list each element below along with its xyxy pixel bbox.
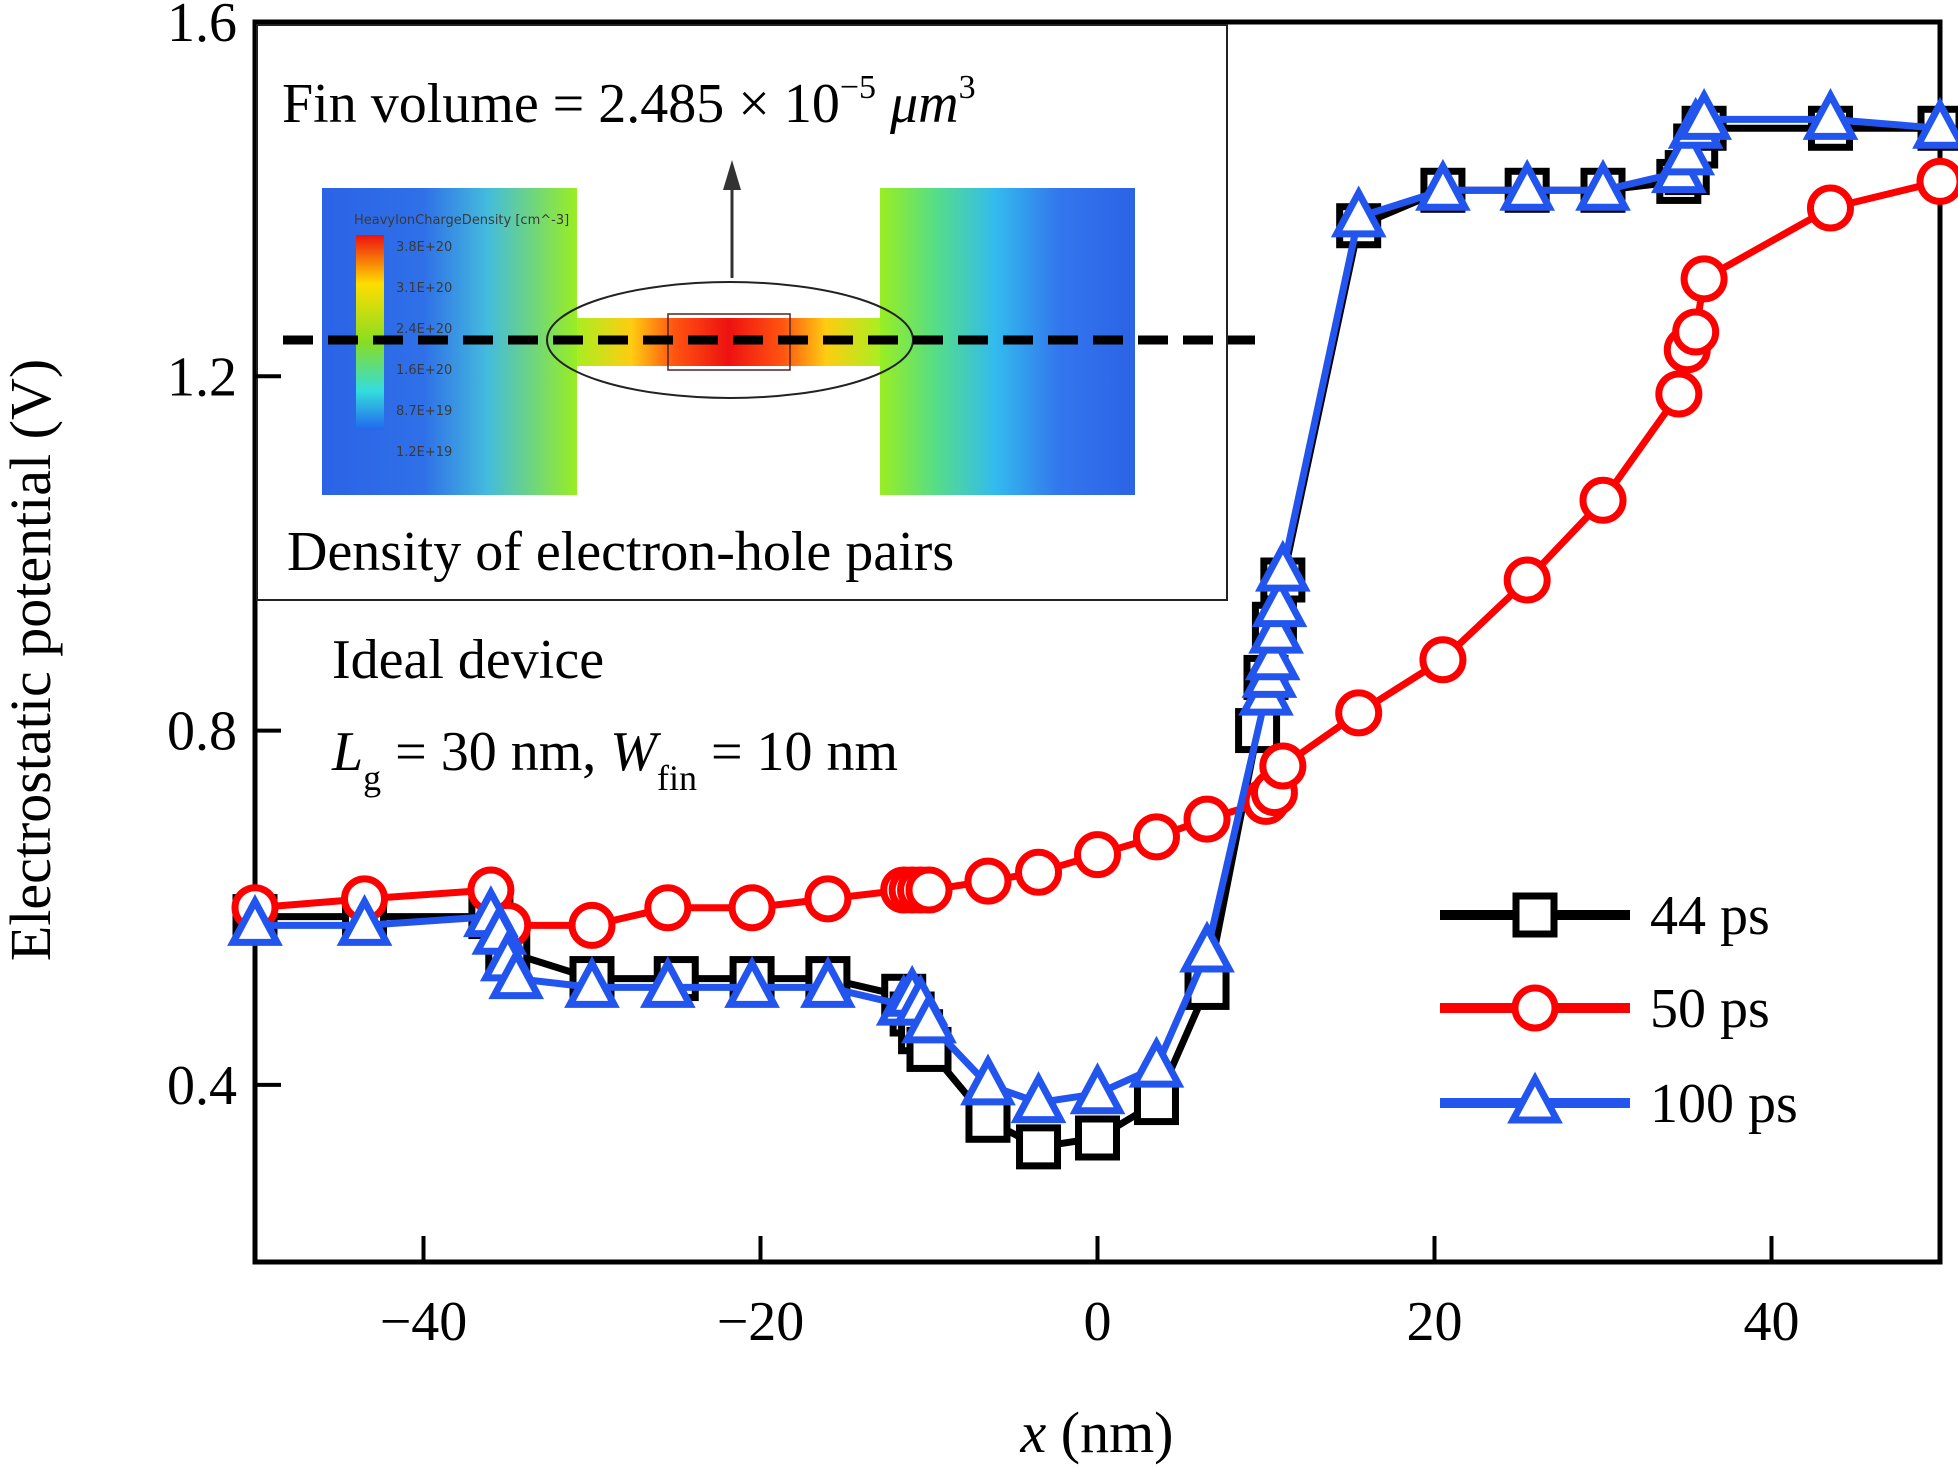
data-point-100-ps [1244, 628, 1301, 681]
legend-item-100-ps: 100 ps [1440, 1071, 1798, 1135]
data-point-100-ps [724, 956, 780, 1008]
legend-label: 44 ps [1650, 885, 1770, 947]
data-point-100-ps [1010, 1071, 1067, 1124]
data-point-100-ps [1254, 539, 1311, 592]
device-label: Ideal device [332, 629, 604, 691]
data-point-44-ps [1016, 1124, 1062, 1170]
legend: 44 ps 50 ps 100 ps [1440, 885, 1798, 1135]
legend-marker [1511, 984, 1559, 1032]
x-tick-label: −40 [380, 1291, 468, 1353]
y-tick-label: 0.8 [167, 701, 237, 763]
data-point-50-ps [1655, 370, 1703, 418]
data-point-100-ps [564, 956, 620, 1008]
data-point-100-ps [1499, 158, 1556, 211]
series-50-ps [231, 157, 1958, 949]
data-point-100-ps [1330, 185, 1387, 238]
colorbar-tick: 3.1E+20 [396, 281, 452, 296]
data-point-100-ps [488, 947, 545, 1000]
inset-arrow-head [723, 160, 741, 190]
data-point-50-ps [1132, 813, 1180, 861]
x-tick-label: 40 [1744, 1291, 1800, 1353]
data-point-100-ps [1802, 88, 1859, 140]
inset-caption: Density of electron-hole pairs [287, 521, 954, 583]
data-point-100-ps [1128, 1035, 1185, 1088]
data-point-100-ps [1179, 920, 1235, 973]
data-point-100-ps [1659, 123, 1716, 176]
data-point-100-ps [800, 956, 856, 1008]
data-point-100-ps [1415, 158, 1471, 211]
data-point-50-ps [1074, 831, 1121, 879]
data-point-100-ps [639, 956, 696, 1008]
inset-title: Fin volume = 2.485 × 10−5 μm3 [282, 69, 976, 135]
x-tick-label: 0 [1084, 1291, 1112, 1353]
data-point-100-ps [1248, 601, 1304, 654]
legend-marker [1507, 1071, 1563, 1124]
colorbar-tick: 1.2E+19 [396, 445, 452, 460]
x-tick-label: 20 [1407, 1291, 1463, 1353]
y-tick-label: 1.2 [167, 346, 237, 408]
colorbar [356, 235, 384, 430]
colorbar-tick: 3.8E+20 [396, 240, 452, 255]
data-point-50-ps [1579, 476, 1627, 524]
legend-label: 50 ps [1650, 978, 1770, 1040]
data-point-50-ps [1183, 795, 1231, 843]
data-point-50-ps [804, 875, 852, 923]
data-point-44-ps [1075, 1115, 1120, 1161]
y-tick-label: 1.6 [167, 0, 237, 54]
x-axis-label: x (nm) [1020, 1400, 1174, 1465]
y-tick-label: 0.4 [167, 1055, 237, 1117]
data-point-100-ps [1676, 88, 1732, 140]
data-point-50-ps [1335, 689, 1383, 737]
data-point-50-ps [1672, 308, 1720, 356]
data-point-100-ps [901, 991, 957, 1044]
data-point-50-ps [905, 866, 953, 914]
legend-item-50-ps: 50 ps [1440, 978, 1770, 1040]
data-point-50-ps [644, 884, 692, 932]
x-tick-label: −20 [717, 1291, 805, 1353]
series-100-ps [227, 88, 1958, 1124]
data-point-100-ps [1251, 575, 1308, 628]
colorbar-tick: 1.6E+20 [396, 363, 452, 378]
data-point-50-ps [964, 857, 1012, 905]
data-point-50-ps [1015, 848, 1063, 896]
colorbar-title: HeavyIonChargeDensity [cm^-3] [354, 213, 569, 228]
device-params: Lg = 30 nm, Wfin = 10 nm [331, 721, 898, 798]
y-axis: 0.4 0.8 1.2 1.6 [167, 0, 281, 1117]
series-layer [227, 88, 1958, 1170]
data-point-50-ps [568, 901, 616, 949]
data-point-100-ps [1069, 1062, 1126, 1115]
data-point-100-ps [1575, 158, 1631, 211]
data-point-44-ps [965, 1097, 1011, 1143]
data-point-100-ps [227, 894, 283, 946]
x-axis: −40 −20 0 20 40 [380, 1236, 1800, 1353]
data-point-50-ps [1916, 157, 1958, 205]
legend-label: 100 ps [1650, 1073, 1798, 1135]
data-point-44-ps [1133, 1080, 1179, 1126]
data-point-50-ps [1259, 742, 1307, 790]
data-point-50-ps [1419, 636, 1467, 684]
data-point-50-ps [1503, 556, 1551, 604]
data-point-100-ps [1912, 96, 1958, 149]
data-point-50-ps [728, 884, 776, 932]
data-point-50-ps [1680, 255, 1728, 303]
legend-item-44-ps: 44 ps [1440, 885, 1770, 947]
colorbar-tick: 8.7E+19 [396, 404, 452, 419]
data-point-50-ps [1806, 184, 1854, 232]
y-axis-label: Electrostatic potential (V) [0, 359, 63, 961]
data-point-100-ps [960, 1053, 1016, 1106]
legend-marker [1512, 892, 1558, 938]
inset-density-plot: Fin volume = 2.485 × 10−5 μm3 HeavyIonCh… [256, 24, 1255, 601]
data-point-100-ps [336, 894, 393, 946]
colorbar-tick: 2.4E+20 [396, 322, 452, 337]
